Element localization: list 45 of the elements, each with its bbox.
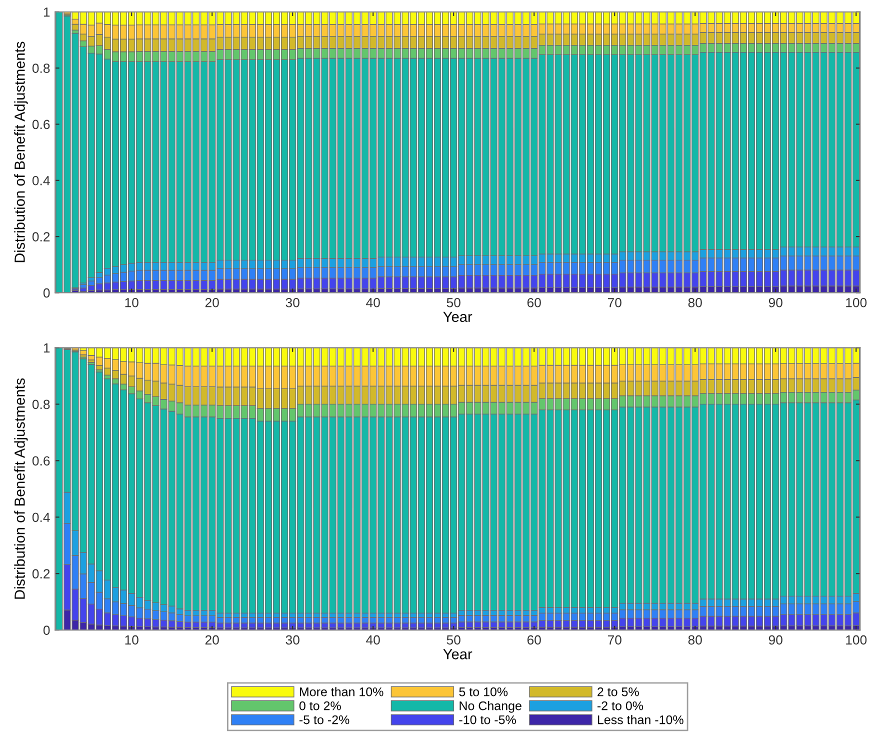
x-tick-label: 50 <box>446 298 460 308</box>
x-tick-label: 10 <box>125 298 138 308</box>
y-tick-label: 0.4 <box>32 512 50 522</box>
y-tick-label: 0.8 <box>32 64 50 73</box>
legend-label: -10 to -5% <box>459 715 516 724</box>
x-axis-title: Year <box>443 649 472 660</box>
y-tick-label: 0.6 <box>32 120 50 130</box>
y-tick-label: 0 <box>43 626 50 635</box>
y-tick-label: 0.8 <box>32 400 50 410</box>
x-tick-label: 40 <box>366 635 380 645</box>
legend-label: -5 to -2% <box>300 715 350 724</box>
x-tick-label: 100 <box>846 635 867 645</box>
y-tick-label: 0 <box>43 288 50 298</box>
x-tick-label: 90 <box>768 298 782 308</box>
x-tick-label: 80 <box>688 298 702 308</box>
x-tick-label: 10 <box>125 635 138 645</box>
y-tick-label: 0.4 <box>32 176 50 186</box>
x-tick-label: 20 <box>205 298 219 308</box>
y-axis-title: Distribution of Benefit Adjustments <box>14 42 28 262</box>
x-tick-label: 50 <box>446 635 460 645</box>
x-tick-label: 30 <box>286 635 300 645</box>
x-tick-label: 60 <box>527 635 541 645</box>
x-tick-label: 30 <box>286 298 300 308</box>
y-axis-title: Distribution of Benefit Adjustments <box>14 378 28 599</box>
x-tick-label: 90 <box>768 635 782 645</box>
x-tick-label: 40 <box>366 298 380 308</box>
x-tick-label: 20 <box>205 635 219 645</box>
y-tick-label: 1 <box>44 8 50 17</box>
x-tick-label: 80 <box>688 635 702 645</box>
legend-label: 5 to 10% <box>459 687 508 696</box>
x-tick-label: 60 <box>527 298 541 308</box>
legend-label: No Change <box>460 701 522 713</box>
legend-label: Less than -10% <box>598 715 684 724</box>
legend-label: 0 to 2% <box>299 701 341 710</box>
y-tick-label: 0.6 <box>32 456 50 466</box>
x-tick-label: 100 <box>846 298 867 308</box>
legend-label: More than 10% <box>300 687 384 696</box>
x-tick-label: 70 <box>608 298 622 308</box>
legend-label: -2 to 0% <box>598 701 644 710</box>
y-tick-label: 0.2 <box>32 569 50 579</box>
x-axis-title: Year <box>443 312 472 322</box>
y-tick-label: 0.2 <box>32 232 50 242</box>
legend-label: 2 to 5% <box>598 687 639 696</box>
y-tick-label: 1 <box>44 343 50 353</box>
x-tick-label: 70 <box>608 635 622 645</box>
